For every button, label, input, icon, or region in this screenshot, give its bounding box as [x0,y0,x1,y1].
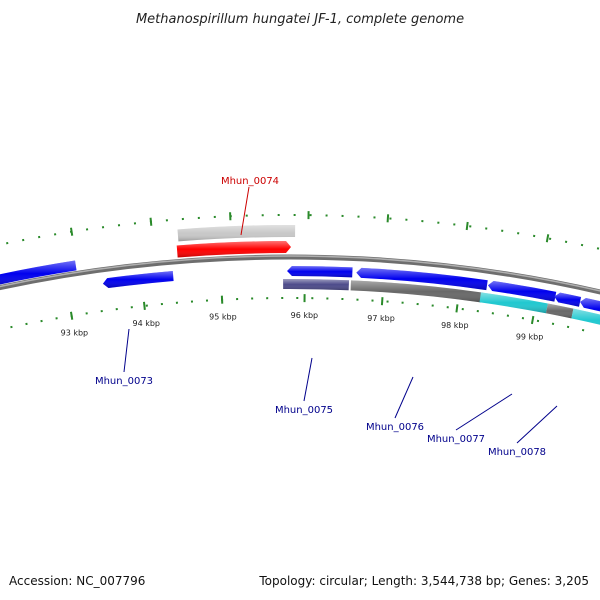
leader-line [240,186,250,236]
gene-arrow-mhun-0078-shade [545,303,574,319]
tick-label: 99 kbp [516,333,544,342]
major-tick-inner [142,301,146,310]
leader-line [455,393,513,431]
gene-label-mhun-0075: Mhun_0075 [275,405,333,416]
gene-arrow-mhun-0074-shade [176,241,292,258]
gene-arrow-shade [580,298,600,312]
gene-arrow-shade [356,267,488,291]
gene-label-mhun-0077: Mhun_0077 [427,434,485,445]
tick-label: 98 kbp [441,321,469,330]
major-tick-inner [69,311,74,320]
gene-arrow-shade [0,260,77,285]
tick-label: 94 kbp [132,319,160,328]
backbone-highlight [0,255,600,292]
major-tick-outer [70,227,74,236]
tick-label: 93 kbp [61,329,89,338]
gene-arrow-shade [102,270,174,289]
gene-arrow-mhun-0077-shade [479,292,548,314]
major-tick-outer [465,221,469,231]
genome-summary: Topology: circular; Length: 3,544,738 bp… [259,574,589,588]
major-tick-inner [380,297,384,306]
tick-label: 95 kbp [209,313,237,322]
gene-label-mhun-0078: Mhun_0078 [488,447,546,458]
gene-arrow-mhun-0075-shade [283,279,350,291]
major-tick-outer [545,234,550,243]
major-tick-inner [455,304,459,313]
tick-label: 96 kbp [291,311,319,320]
leader-line [516,405,558,444]
map-title: Methanospirillum hungatei JF-1, complete… [136,12,464,27]
major-tick-outer [149,217,153,226]
gene-arrow-mhun-0076-shade [350,280,483,303]
backbone-line [0,254,600,295]
gene-labels: Mhun_0074Mhun_0073Mhun_0075Mhun_0076Mhun… [95,176,558,458]
gene-arrow-shade [554,292,582,307]
gene-arrow-shade [177,225,296,242]
gene-arrow-shade [287,266,353,278]
gene-label-mhun-0076: Mhun_0076 [366,422,424,433]
leader-line [303,357,313,402]
leader-line [123,328,130,373]
major-tick-inner [530,315,535,325]
tick-label: 97 kbp [367,314,395,323]
gene-label-mhun-0073: Mhun_0073 [95,376,153,387]
leader-line [394,376,414,419]
gene-label-mhun-0074: Mhun_0074 [221,176,279,187]
major-tick-outer [386,214,390,223]
tick-marks: 93 kbp 94 kbp 95 kbp 96 kbp 97 kbp 98 kbp 99 k… [6,211,600,342]
genes [0,225,600,325]
gene-arrow-shade [571,308,600,325]
gene-arrow-shade [487,281,557,302]
accession-text: Accession: NC_007796 [9,574,146,588]
genome-backbone [0,254,600,295]
